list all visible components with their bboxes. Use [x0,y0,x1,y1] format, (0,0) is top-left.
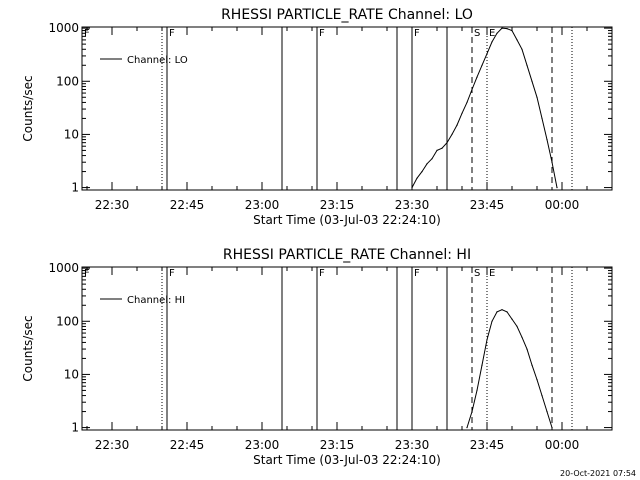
x-tick-label: 23:30 [395,438,430,452]
y-tick-label: 1 [71,421,79,435]
event-marker-label: F [414,28,420,39]
series-point [531,80,533,82]
x-tick-label: 22:30 [95,438,130,452]
y-tick-label: 1 [71,181,79,195]
x-tick-label: 23:00 [245,438,280,452]
series-point [496,32,498,34]
series-point [421,171,423,173]
x-tick-label: 23:15 [320,438,355,452]
series-point [506,311,508,313]
series-point [431,158,433,160]
event-marker-label: E [489,268,495,279]
series-point [476,389,478,391]
series-point [436,149,438,151]
series-point [461,112,463,114]
series-point [451,133,453,135]
x-tick-label: 23:00 [245,198,280,212]
event-marker-label: F [319,28,325,39]
y-tick-label: 1000 [48,261,79,275]
series-point [506,28,508,30]
event-marker-label: F [319,268,325,279]
series-point [456,124,458,126]
series-point [541,395,543,397]
series-point [511,30,513,32]
series-point [416,177,418,179]
series-point [526,64,528,66]
series-point [446,142,448,144]
x-tick-label: 23:45 [470,438,505,452]
series-point [546,139,548,141]
series-point [411,187,413,189]
event-marker-label: F [414,268,420,279]
series-point [501,27,503,29]
event-marker-label: E [489,28,495,39]
event-marker-label: F [84,28,90,39]
x-tick-label: 23:30 [395,198,430,212]
series-point [481,364,483,366]
series-point [541,117,543,119]
series-point [496,311,498,313]
series-point [471,88,473,91]
x-tick-label: 23:45 [470,198,505,212]
series-point [516,39,518,41]
series-line-1 [466,309,553,428]
y-tick-label: 1000 [48,21,79,35]
series-point [536,379,538,381]
x-tick-label: 00:00 [545,438,580,452]
series-point [516,325,518,327]
x-tick-label: 23:15 [320,198,355,212]
series-point [481,64,483,66]
series-point [551,427,553,429]
series-point [526,348,528,350]
y-axis-label: Counts/sec [21,315,35,381]
x-tick-label: 22:45 [170,198,205,212]
series-point [521,336,523,338]
series-point [486,53,488,55]
series-point [466,101,468,103]
series-point [546,411,548,413]
event-marker-label: S [474,268,480,279]
series-point [491,41,493,43]
x-axis-label: Start Time (03-Jul-03 22:24:10) [253,213,441,227]
series-point [486,339,488,341]
series-point [551,161,553,163]
y-axis-label: Counts/sec [21,75,35,141]
series-point [466,427,468,429]
series-point [491,320,493,322]
series-point [511,318,513,320]
x-tick-label: 22:45 [170,438,205,452]
series-point [471,411,473,413]
event-marker-label: F [84,268,90,279]
series-point [556,187,558,189]
y-tick-label: 10 [64,367,79,381]
y-tick-label: 100 [56,314,79,328]
series-point [531,364,533,366]
series-point [426,163,428,165]
series-point [441,147,443,149]
chart-title: RHESSI PARTICLE_RATE Channel: HI [223,247,471,263]
legend-entry: Channel: HI [127,295,185,306]
plot-timestamp: 20-Oct-2021 07:54 [560,469,636,478]
chart-title: RHESSI PARTICLE_RATE Channel: LO [221,7,473,23]
event-marker-label: S [474,28,480,39]
legend-entry: Channel: LO [127,55,188,66]
event-marker-label: F [169,28,175,39]
series-point [476,76,478,78]
y-tick-label: 10 [64,127,79,141]
event-marker-label: F [169,268,175,279]
series-point [521,48,523,50]
x-tick-label: 00:00 [545,198,580,212]
x-tick-label: 22:30 [95,198,130,212]
x-axis-label: Start Time (03-Jul-03 22:24:10) [253,453,441,467]
series-line-0 [411,27,558,188]
series-point [536,96,538,98]
y-tick-label: 100 [56,74,79,88]
series-point [501,309,503,311]
